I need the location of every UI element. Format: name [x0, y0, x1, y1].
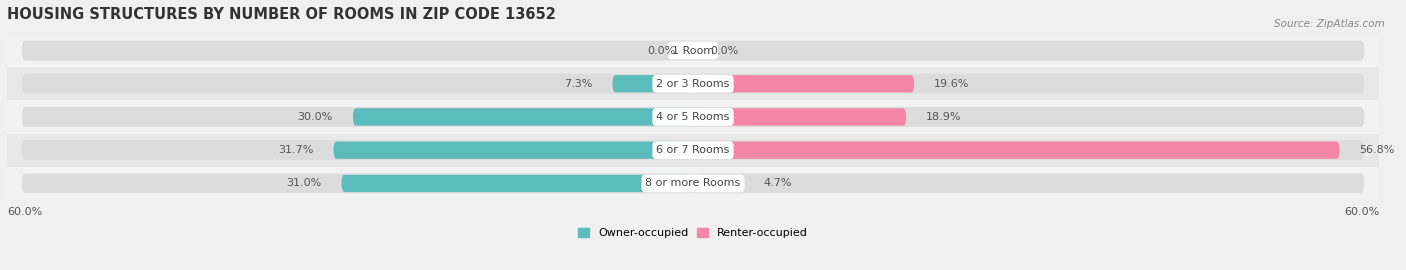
Text: 2 or 3 Rooms: 2 or 3 Rooms: [657, 79, 730, 89]
FancyBboxPatch shape: [613, 75, 690, 92]
Text: Source: ZipAtlas.com: Source: ZipAtlas.com: [1274, 19, 1385, 29]
Bar: [7, 34, 1379, 67]
Text: 18.9%: 18.9%: [927, 112, 962, 122]
FancyBboxPatch shape: [696, 75, 914, 92]
FancyBboxPatch shape: [22, 173, 1364, 193]
Text: 7.3%: 7.3%: [564, 79, 592, 89]
FancyBboxPatch shape: [22, 74, 1364, 94]
Text: 4.7%: 4.7%: [763, 178, 793, 188]
Text: 60.0%: 60.0%: [1344, 207, 1379, 217]
Text: 0.0%: 0.0%: [648, 46, 676, 56]
FancyBboxPatch shape: [353, 108, 690, 126]
Text: 8 or more Rooms: 8 or more Rooms: [645, 178, 741, 188]
Text: 4 or 5 Rooms: 4 or 5 Rooms: [657, 112, 730, 122]
Text: 60.0%: 60.0%: [7, 207, 42, 217]
FancyBboxPatch shape: [333, 141, 690, 159]
Text: 31.0%: 31.0%: [287, 178, 322, 188]
Text: 1 Room: 1 Room: [672, 46, 714, 56]
Bar: [7, 67, 1379, 100]
FancyBboxPatch shape: [342, 175, 690, 192]
FancyBboxPatch shape: [696, 108, 907, 126]
Bar: [7, 134, 1379, 167]
FancyBboxPatch shape: [22, 140, 1364, 160]
FancyBboxPatch shape: [696, 175, 744, 192]
Text: 19.6%: 19.6%: [935, 79, 970, 89]
FancyBboxPatch shape: [22, 40, 1364, 60]
FancyBboxPatch shape: [696, 141, 1340, 159]
Text: 31.7%: 31.7%: [278, 145, 314, 155]
Bar: [7, 167, 1379, 200]
Text: 56.8%: 56.8%: [1360, 145, 1395, 155]
FancyBboxPatch shape: [22, 107, 1364, 127]
Text: 6 or 7 Rooms: 6 or 7 Rooms: [657, 145, 730, 155]
Legend: Owner-occupied, Renter-occupied: Owner-occupied, Renter-occupied: [576, 226, 810, 241]
Text: HOUSING STRUCTURES BY NUMBER OF ROOMS IN ZIP CODE 13652: HOUSING STRUCTURES BY NUMBER OF ROOMS IN…: [7, 7, 555, 22]
Bar: [7, 100, 1379, 134]
Text: 0.0%: 0.0%: [710, 46, 738, 56]
Text: 30.0%: 30.0%: [298, 112, 333, 122]
